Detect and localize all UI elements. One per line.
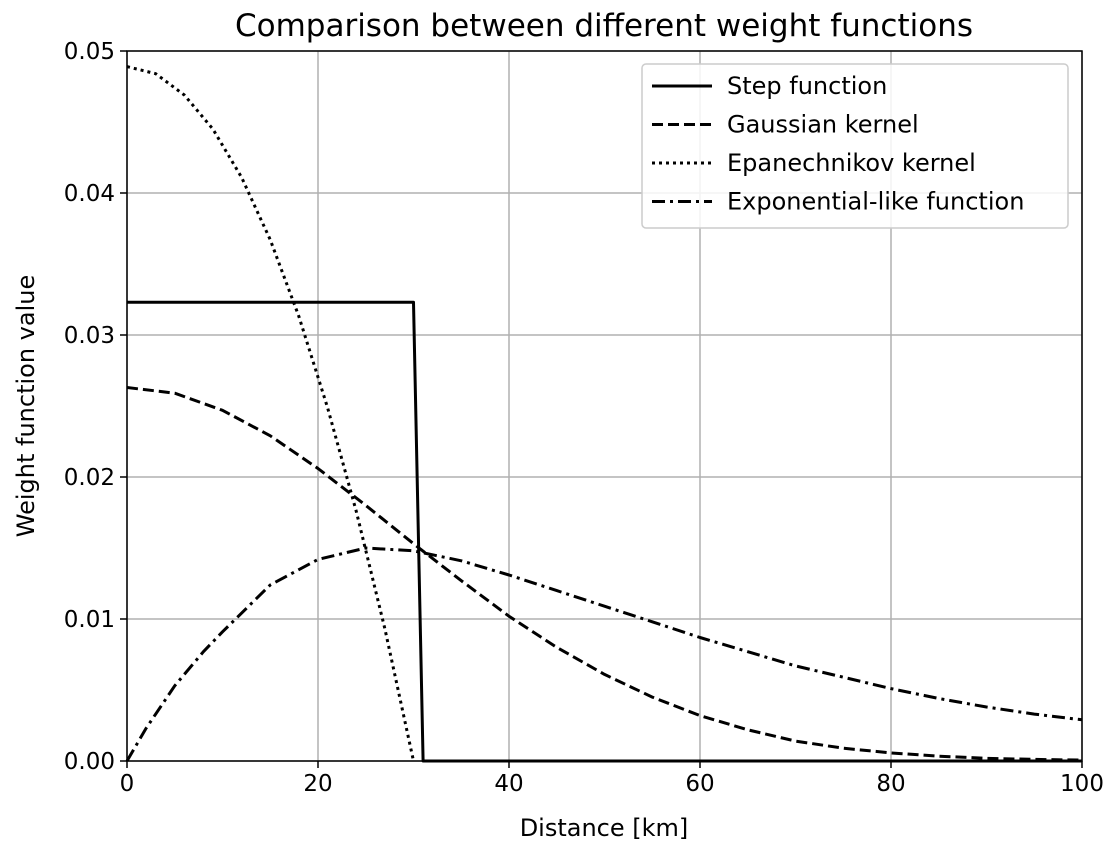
y-tick-label: 0.00 bbox=[64, 749, 115, 775]
y-tick-label: 0.03 bbox=[64, 323, 115, 349]
x-tick-label: 80 bbox=[876, 771, 905, 797]
y-tick-label: 0.01 bbox=[64, 607, 115, 633]
legend: Step function Gaussian kernel Epanechnikov… bbox=[641, 63, 1069, 229]
y-tick-label: 0.02 bbox=[64, 465, 115, 491]
chart-title: Comparison between different weight func… bbox=[235, 8, 973, 44]
legend-label: Gaussian kernel bbox=[727, 111, 919, 139]
x-tick-label: 40 bbox=[494, 771, 523, 797]
x-tick-label: 100 bbox=[1060, 771, 1104, 797]
x-tick-label: 20 bbox=[303, 771, 332, 797]
x-axis-label: Distance [km] bbox=[520, 814, 689, 841]
series-line-gaussian-kernel bbox=[126, 386, 1083, 762]
axis-ticks: 0 20 40 60 80 100 0.00 0.01 0.02 0.03 0.04 0.05 bbox=[64, 39, 1104, 797]
x-tick-label: 0 bbox=[120, 771, 135, 797]
y-tick-label: 0.05 bbox=[64, 39, 115, 65]
plot-frame bbox=[126, 50, 1083, 762]
y-tick-label: 0.04 bbox=[64, 181, 115, 207]
legend-label: Epanechnikov kernel bbox=[727, 149, 976, 177]
legend-label: Exponential-like function bbox=[727, 188, 1024, 216]
y-axis-label: Weight function value bbox=[12, 275, 40, 537]
legend-box bbox=[641, 63, 1069, 229]
x-tick-label: 60 bbox=[685, 771, 714, 797]
legend-label: Step function bbox=[727, 72, 887, 100]
series-line-exponential-like-function bbox=[125, 546, 1083, 762]
